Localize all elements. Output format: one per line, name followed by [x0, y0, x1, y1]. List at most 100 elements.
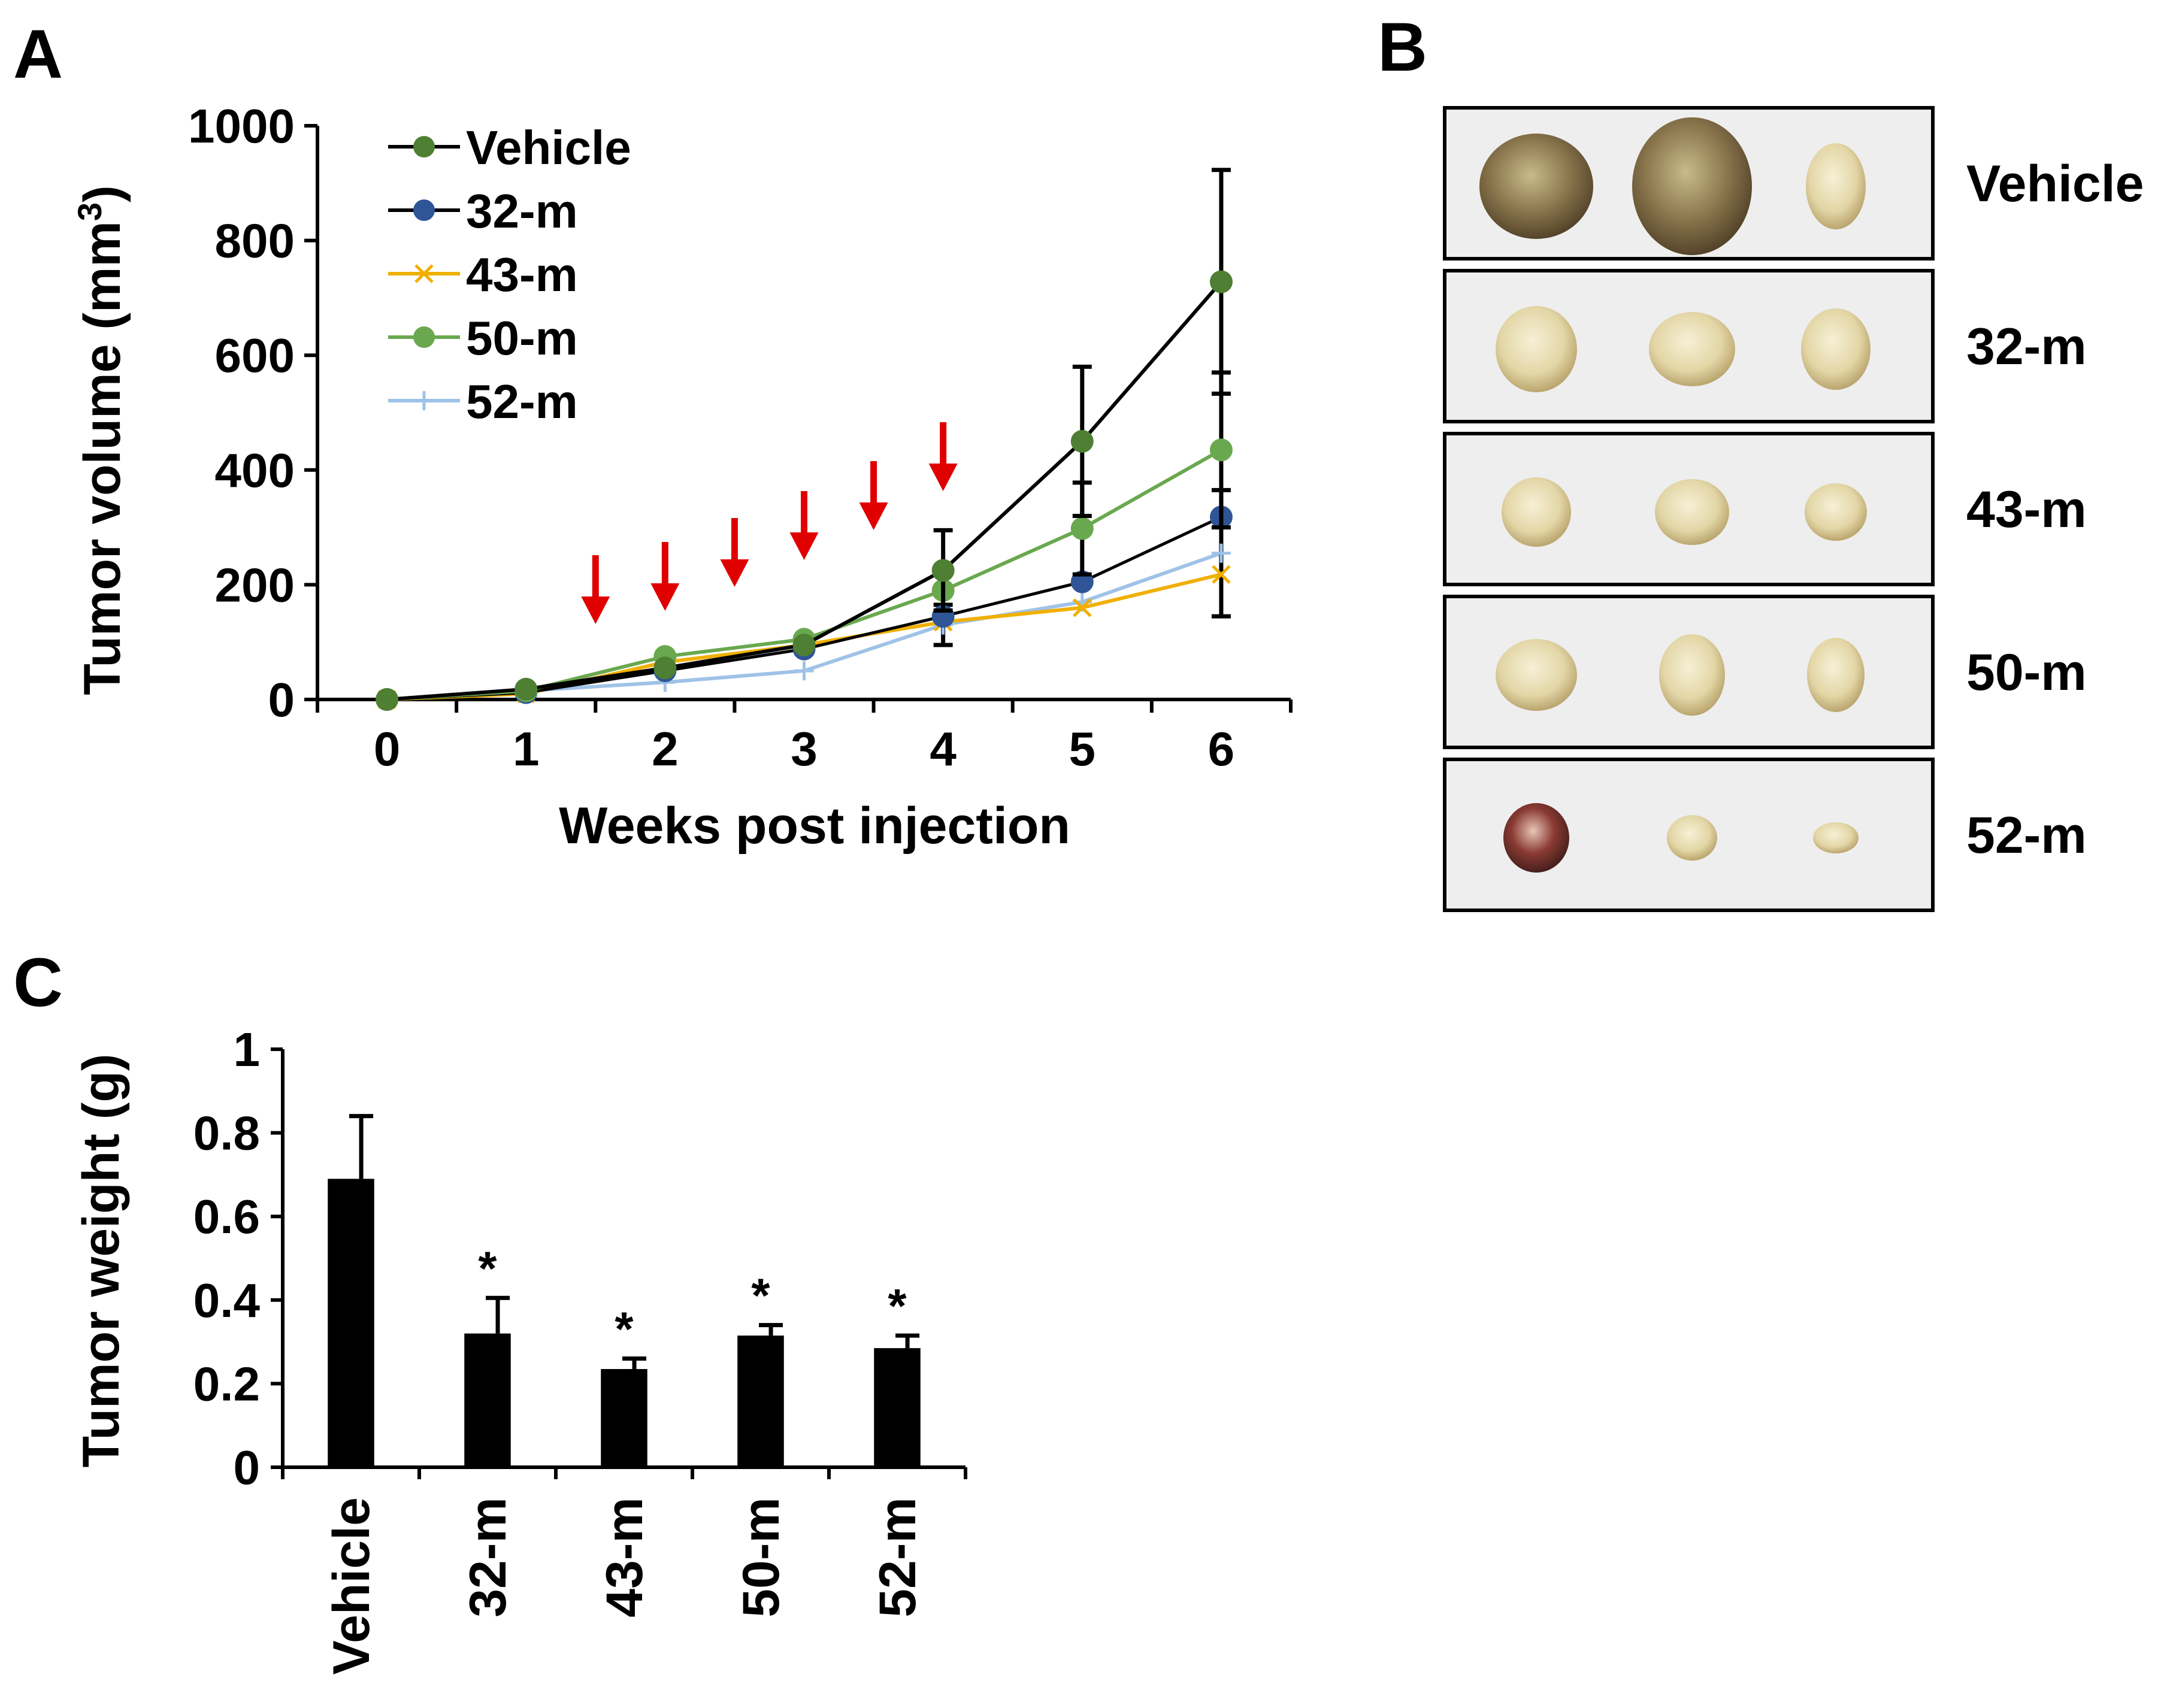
bar	[601, 1368, 647, 1467]
panel-c-x-tick-label: 32-m	[459, 1497, 517, 1618]
tumor-image	[1503, 803, 1569, 873]
bar-group-50-m: *	[737, 1269, 784, 1467]
panel-a-y-axis-label: Tumor volume (mm3)	[71, 185, 132, 695]
data-point	[376, 688, 399, 711]
panel-label-c: C	[13, 944, 63, 1021]
panel-c-y-tick-label: 0.2	[193, 1357, 260, 1410]
panel-c-y-tick-label: 0.4	[193, 1274, 261, 1327]
data-point	[514, 677, 538, 701]
panel-c-x-tick-label: 50-m	[733, 1497, 790, 1618]
legend-marker	[414, 264, 434, 283]
legend-label: Vehicle	[466, 121, 631, 174]
bar-group-52-m: *	[874, 1279, 921, 1467]
panel-c-bars: * * * *	[328, 1114, 921, 1467]
data-point	[1070, 517, 1094, 540]
data-point	[1209, 438, 1233, 462]
treatment-arrow	[859, 461, 888, 530]
panel-a-x-tick-label: 2	[652, 722, 679, 776]
panel-a-x-tick-label: 6	[1208, 722, 1235, 776]
panel-a-y-axis-label-main: Tumor volume (mm	[74, 221, 131, 695]
treatment-arrow-head	[720, 559, 749, 587]
data-point	[794, 661, 814, 681]
bar	[328, 1179, 374, 1467]
legend-label: 32-m	[466, 184, 578, 238]
legend-marker	[413, 326, 435, 348]
panel-c-y-tick-label: 0.6	[193, 1190, 260, 1243]
tumor-image	[1813, 822, 1859, 853]
panel-a-x-tick-label: 1	[513, 722, 540, 776]
panel-a-series	[376, 168, 1233, 711]
treatment-arrow	[650, 542, 680, 611]
tumor-image	[1502, 477, 1571, 547]
treatment-arrow-head	[650, 583, 680, 611]
panel-a-y-tick-label: 600	[215, 329, 295, 382]
panel-a-x-tick-label: 3	[791, 722, 818, 776]
panel-a-y-axis-label-sup: 3	[71, 202, 108, 221]
legend-label: 52-m	[466, 375, 578, 428]
bar-group-32-m: *	[464, 1241, 511, 1467]
legend-label: 43-m	[466, 248, 578, 301]
panel-c-y-tick-label: 0	[234, 1441, 261, 1494]
bar-group-vehicle	[328, 1114, 374, 1467]
tumor-photo-row-32-m: 32-m	[1443, 269, 2087, 423]
tumor-image	[1667, 815, 1717, 861]
panel-c-tick-labels: 0 0.2 0.4 0.6 0.8 1 Vehicle 32-m 43-m 50-m 52-m	[193, 1023, 927, 1674]
tumor-image	[1479, 134, 1593, 239]
significance-marker: *	[888, 1279, 907, 1333]
treatment-arrow	[720, 518, 749, 587]
bar	[737, 1335, 784, 1467]
data-point	[653, 656, 677, 680]
tumor-photo-row-52-m: 52-m	[1443, 758, 2087, 912]
data-point	[792, 633, 816, 656]
panel-a-x-tick-label: 0	[374, 722, 401, 776]
panel-c-x-tick-label: Vehicle	[323, 1497, 380, 1674]
legend-marker	[413, 199, 435, 221]
data-point	[1070, 429, 1094, 453]
panel-a-y-tick-label: 800	[215, 214, 295, 268]
panel-a-y-tick-label: 0	[268, 673, 295, 726]
tumor-image	[1649, 312, 1735, 386]
data-point	[1211, 543, 1231, 563]
panel-a-x-tick-label: 5	[1069, 722, 1096, 776]
tumor-photo-row-vehicle: Vehicle	[1443, 106, 2144, 261]
legend-entry-32-m: 32-m	[388, 184, 578, 238]
tumor-row-label: 52-m	[1966, 807, 2087, 864]
panel-c-x-tick-label: 43-m	[596, 1497, 653, 1618]
tumor-row-label: 32-m	[1966, 318, 2087, 375]
panel-c-y-axis-label: Tumor weight (g)	[72, 1053, 130, 1467]
treatment-arrow-head	[789, 532, 819, 560]
panel-label-b: B	[1378, 9, 1427, 86]
panel-c-x-tick-label: 52-m	[869, 1497, 927, 1618]
tumor-image	[1496, 639, 1577, 711]
panel-a-y-tick-label: 1000	[188, 99, 295, 153]
panel-c-y-tick-label: 0.8	[193, 1107, 260, 1160]
data-point	[931, 559, 955, 582]
data-point	[1073, 598, 1092, 617]
tumor-row-label: 43-m	[1966, 481, 2087, 538]
significance-marker: *	[751, 1269, 770, 1322]
tumor-image	[1806, 143, 1866, 229]
panel-a-y-tick-label: 400	[215, 444, 295, 497]
tumor-image	[1655, 479, 1729, 545]
tumor-photo-row-50-m: 50-m	[1443, 595, 2087, 749]
tumor-image	[1632, 117, 1752, 255]
panel-a-treatment-arrows	[581, 422, 958, 624]
bar	[464, 1333, 511, 1467]
tumor-image	[1496, 306, 1577, 392]
treatment-arrow	[928, 422, 958, 491]
tumor-photo-row-43-m: 43-m	[1443, 432, 2087, 586]
panel-a-axes	[304, 124, 1293, 713]
panel-a-legend: Vehicle 32-m 43-m 50-m 52-m	[388, 121, 631, 428]
legend-marker	[413, 136, 435, 158]
legend-entry-43-m: 43-m	[388, 248, 578, 301]
tumor-row-label: Vehicle	[1966, 155, 2144, 213]
panel-a-y-axis-label-end: )	[74, 185, 131, 202]
bar-group-43-m: *	[601, 1303, 647, 1467]
significance-marker: *	[478, 1241, 497, 1295]
panel-a-x-tick-label: 4	[930, 722, 957, 776]
treatment-arrow	[789, 491, 819, 560]
tumor-image	[1807, 638, 1865, 712]
panel-a-y-tick-label: 200	[215, 558, 295, 611]
significance-marker: *	[615, 1303, 634, 1356]
